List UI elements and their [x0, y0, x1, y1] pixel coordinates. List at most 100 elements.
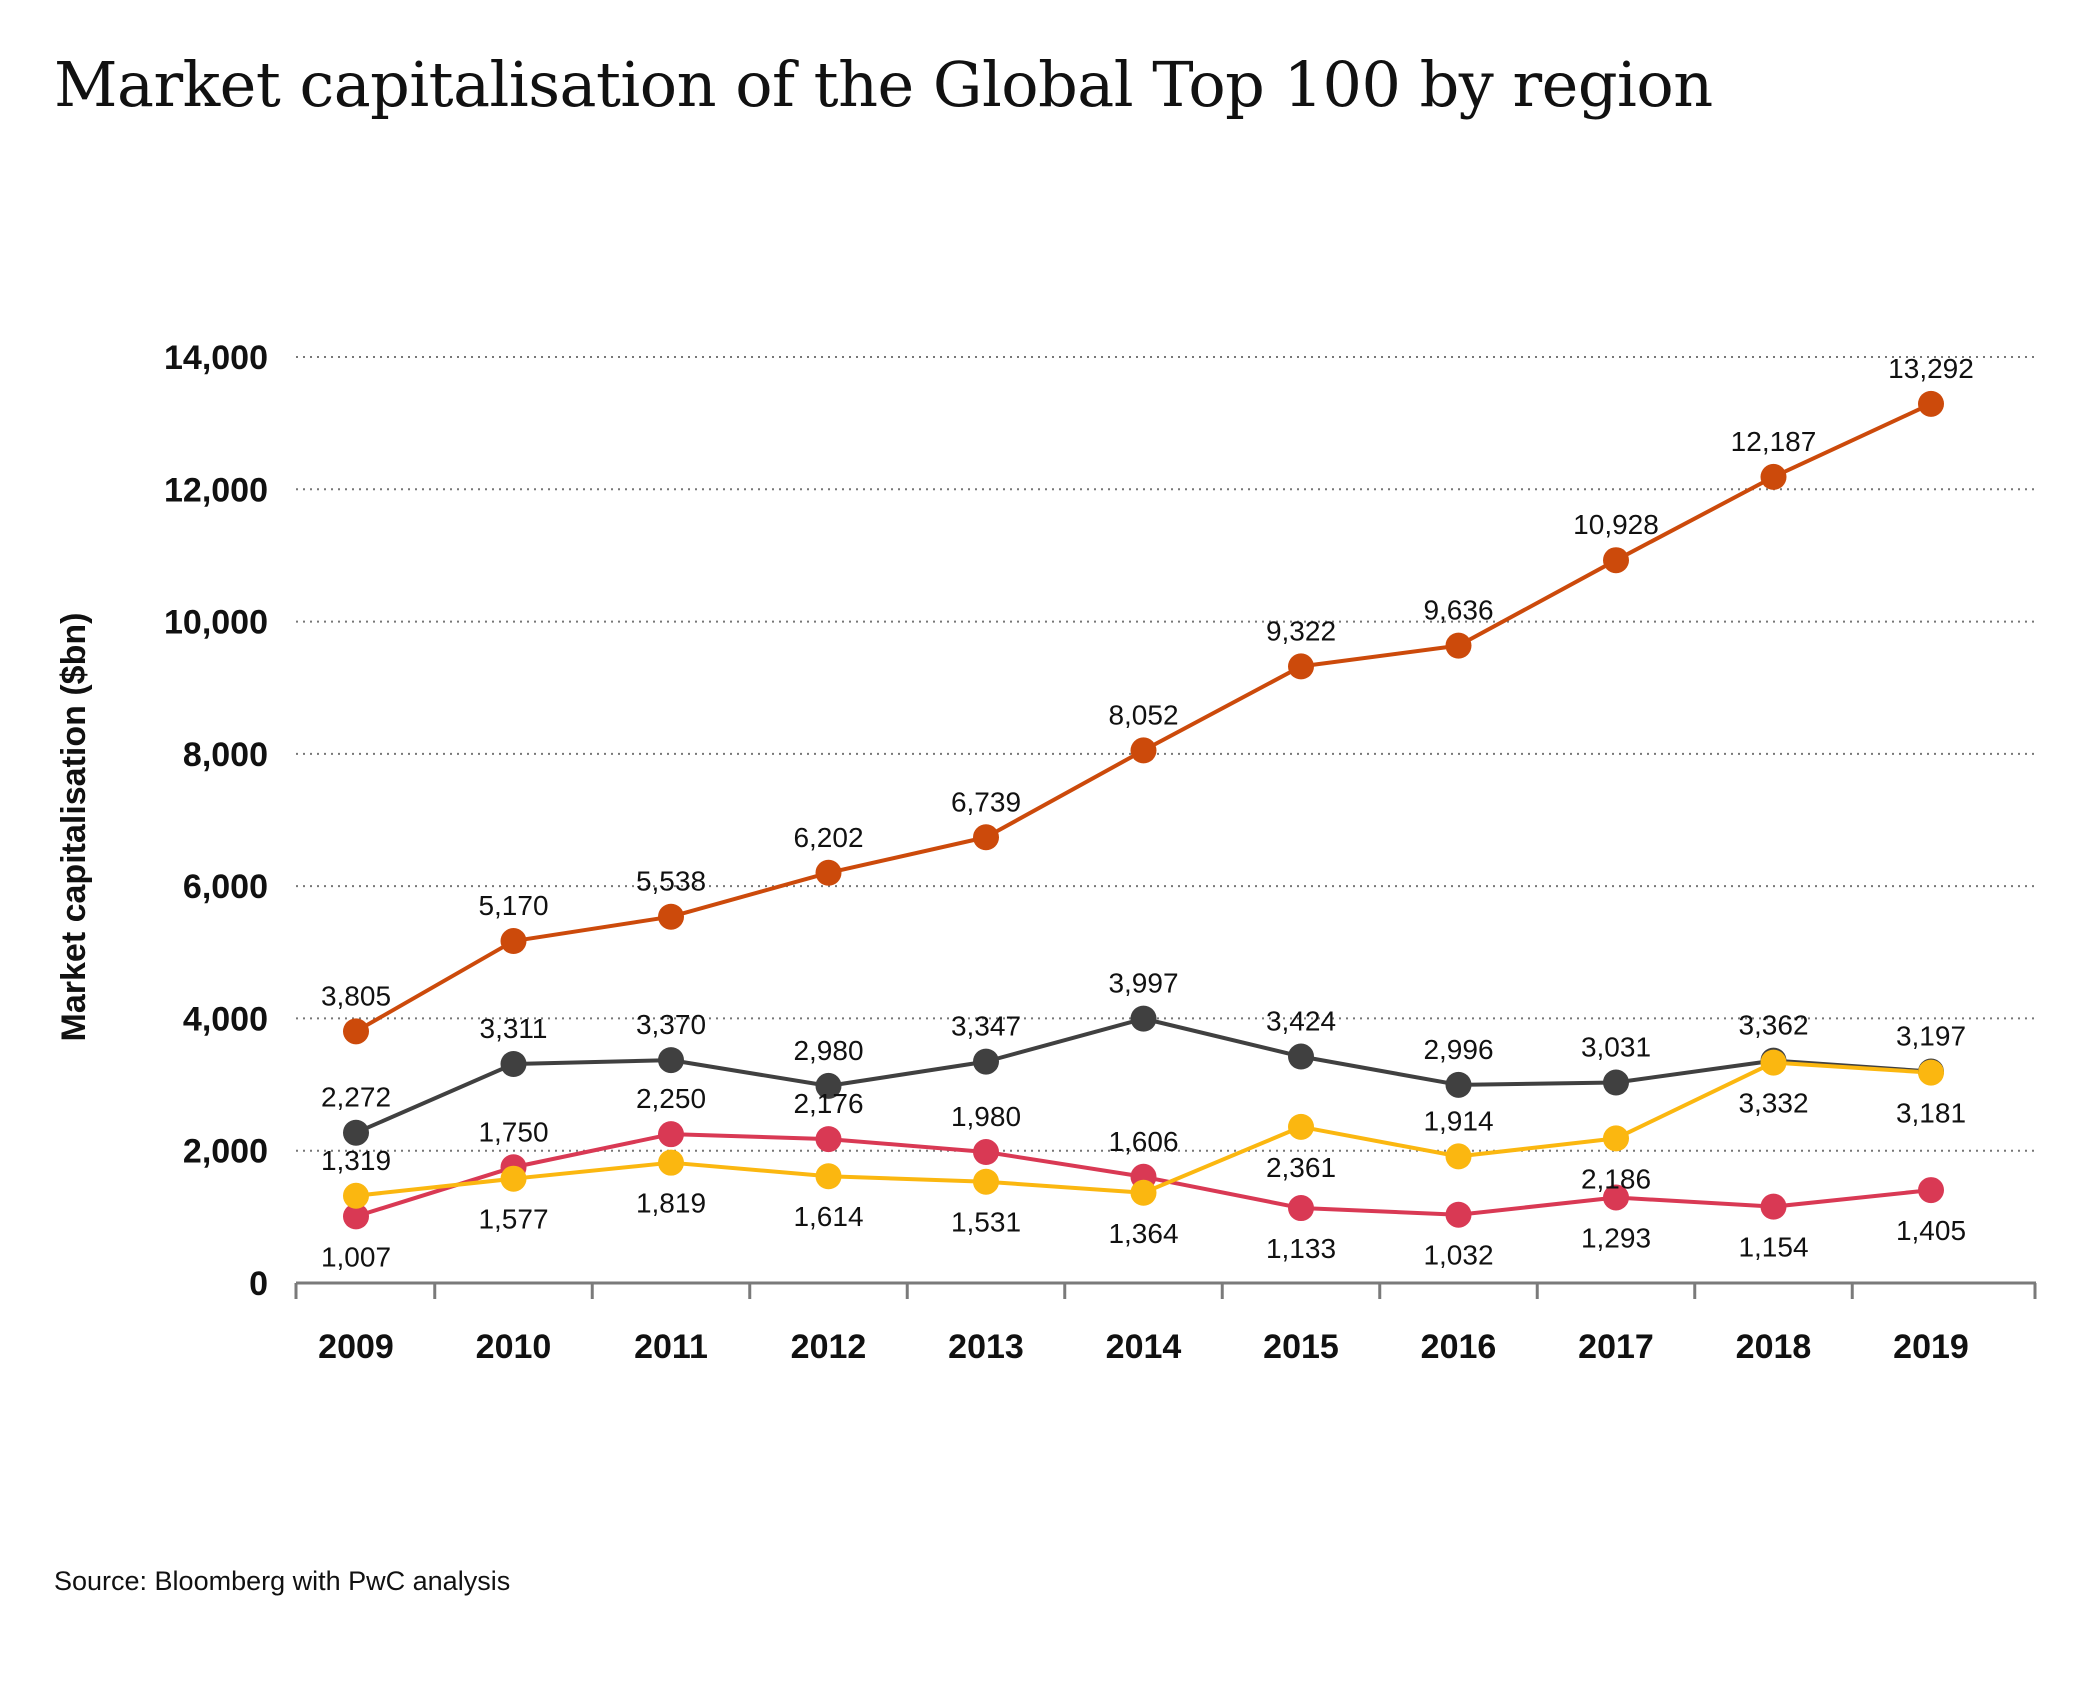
- data-point: [658, 1121, 684, 1148]
- y-tick-label: 12,000: [164, 471, 268, 509]
- y-tick-label: 0: [249, 1265, 268, 1303]
- data-point: [1130, 737, 1157, 764]
- data-point: [500, 1165, 527, 1192]
- data-point: [1445, 1071, 1472, 1098]
- data-label: 10,928: [1573, 509, 1659, 540]
- data-point: [343, 1018, 369, 1045]
- data-label: 1,154: [1738, 1232, 1808, 1263]
- data-label: 3,197: [1896, 1021, 1966, 1052]
- data-label: 1,606: [1108, 1126, 1178, 1157]
- data-point: [1288, 1043, 1314, 1070]
- data-label: 1,032: [1423, 1240, 1493, 1271]
- data-point: [1445, 1143, 1472, 1170]
- data-point: [1445, 1201, 1472, 1228]
- data-point: [973, 824, 999, 851]
- data-point: [1760, 463, 1787, 490]
- x-tick-label: 2011: [634, 1328, 708, 1366]
- data-label: 1,531: [951, 1207, 1021, 1238]
- data-label: 6,202: [793, 822, 863, 853]
- x-tick-label: 2019: [1893, 1328, 1969, 1366]
- x-tick-label: 2012: [791, 1328, 867, 1366]
- data-label: 5,538: [636, 866, 706, 897]
- data-point: [343, 1119, 369, 1146]
- data-label: 5,170: [478, 890, 548, 921]
- data-label: 1,007: [321, 1241, 391, 1272]
- data-point: [815, 1126, 842, 1153]
- data-point: [1603, 1184, 1629, 1211]
- data-point: [1288, 1113, 1314, 1140]
- data-label: 8,052: [1108, 699, 1178, 730]
- data-point: [1760, 1193, 1787, 1220]
- data-point: [1288, 1195, 1314, 1222]
- x-tick-label: 2013: [948, 1328, 1024, 1366]
- data-label: 3,347: [951, 1011, 1021, 1042]
- data-labels: 3,805 5,170 5,538 6,202 6,739 8,052 9,322 9,636…: [321, 353, 1974, 1273]
- data-label: 3,997: [1108, 968, 1178, 999]
- data-label: 1,819: [636, 1188, 706, 1219]
- source-note: Source: Bloomberg with PwC analysis: [54, 1566, 511, 1596]
- series-lines: [355, 402, 1932, 1219]
- x-tick-label: 2015: [1263, 1328, 1339, 1366]
- y-tick-label: 10,000: [164, 604, 268, 642]
- data-label: 2,996: [1423, 1034, 1493, 1065]
- x-tick-label: 2017: [1578, 1328, 1654, 1366]
- data-point: [1445, 632, 1472, 659]
- data-point: [500, 928, 527, 955]
- x-axis: [294, 1281, 2037, 1299]
- data-point: [658, 903, 684, 930]
- data-point: [343, 1203, 369, 1230]
- y-tick-label: 6,000: [183, 868, 268, 906]
- series-points: [343, 390, 1944, 1230]
- y-tick-label: 8,000: [183, 736, 268, 774]
- data-label: 9,636: [1423, 595, 1493, 626]
- data-label: 3,031: [1581, 1032, 1651, 1063]
- data-point: [815, 1072, 842, 1099]
- data-point: [1603, 547, 1629, 574]
- data-point: [815, 859, 842, 886]
- y-tick-label: 4,000: [183, 1000, 268, 1038]
- data-label: 1,614: [793, 1201, 863, 1232]
- x-tick-label: 2018: [1736, 1328, 1812, 1366]
- x-tick-label: 2010: [476, 1328, 552, 1366]
- data-label: 2,980: [793, 1035, 863, 1066]
- data-label: 1,364: [1108, 1218, 1178, 1249]
- data-label: 1,914: [1423, 1105, 1493, 1136]
- data-label: 1,133: [1266, 1233, 1336, 1264]
- data-label: 3,424: [1266, 1006, 1336, 1037]
- data-label: 1,980: [951, 1101, 1021, 1132]
- data-point: [658, 1047, 684, 1074]
- data-point: [1760, 1049, 1787, 1076]
- data-label: 13,292: [1888, 353, 1974, 384]
- y-axis-label: Market capitalisation ($bn): [55, 613, 93, 1042]
- data-point: [658, 1149, 684, 1176]
- data-label: 6,739: [951, 786, 1021, 817]
- data-point: [500, 1051, 527, 1078]
- data-label: 12,187: [1731, 426, 1817, 457]
- data-point: [1918, 1177, 1944, 1204]
- data-label: 2,272: [321, 1082, 391, 1113]
- data-point: [973, 1139, 999, 1166]
- data-point: [973, 1168, 999, 1195]
- y-tick-label: 14,000: [164, 339, 268, 377]
- x-tick-label: 2014: [1106, 1328, 1182, 1366]
- x-tick-labels: 2009 2010 2011 2012 2013 2014 2015 2016 2017 2018…: [318, 1328, 1969, 1366]
- data-label: 3,805: [321, 980, 391, 1011]
- y-tick-labels: 0 2,000 4,000 6,000 8,000 10,000 12,000 14,000: [164, 339, 268, 1303]
- data-label: 2,250: [636, 1083, 706, 1114]
- series-line: [355, 1016, 1932, 1135]
- gridlines: [296, 356, 2036, 1152]
- data-point: [1918, 390, 1944, 417]
- data-point: [343, 1182, 369, 1209]
- x-tick-label: 2016: [1421, 1328, 1497, 1366]
- data-point: [1130, 1179, 1157, 1206]
- data-label: 3,362: [1738, 1010, 1808, 1041]
- data-label: 2,176: [793, 1088, 863, 1119]
- data-point: [1130, 1005, 1157, 1032]
- data-point: [815, 1163, 842, 1190]
- data-point: [1603, 1069, 1629, 1096]
- data-label: 2,361: [1266, 1152, 1336, 1183]
- data-label: 9,322: [1266, 615, 1336, 646]
- data-label: 3,332: [1738, 1088, 1808, 1119]
- data-point: [1288, 653, 1314, 680]
- data-point: [1603, 1125, 1629, 1152]
